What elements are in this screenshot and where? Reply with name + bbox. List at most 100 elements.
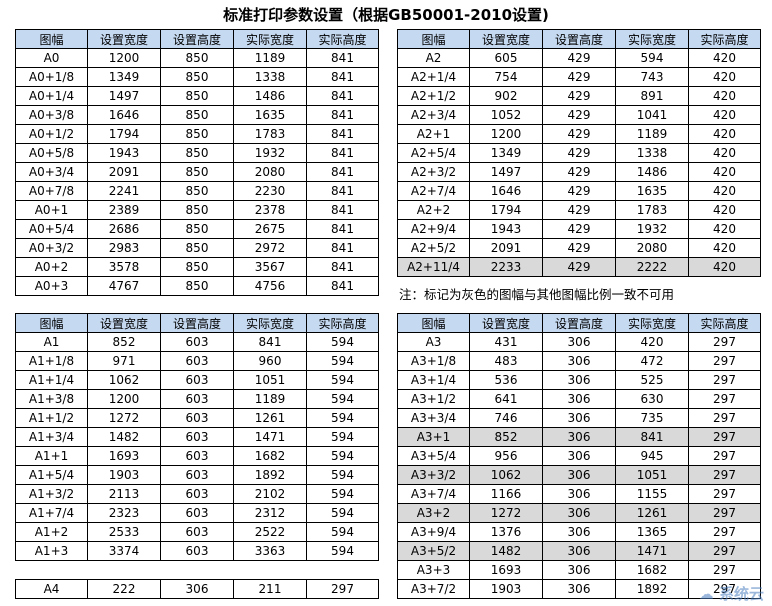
paper-size-cell: A0+3/8 bbox=[15, 105, 88, 125]
value-cell: 594 bbox=[306, 522, 379, 542]
value-cell: 420 bbox=[688, 238, 761, 258]
value-cell: 841 bbox=[306, 48, 379, 68]
value-cell: 603 bbox=[160, 332, 234, 352]
table-row: A0+1 2389 850 2378 841 bbox=[15, 200, 379, 220]
value-cell: 1783 bbox=[615, 200, 689, 220]
value-cell: 420 bbox=[688, 200, 761, 220]
paper-size-cell: A3+3/2 bbox=[397, 465, 470, 485]
value-cell: 1051 bbox=[233, 370, 307, 390]
value-cell: 1471 bbox=[233, 427, 307, 447]
value-cell: 297 bbox=[688, 541, 761, 561]
table-row: A3+3 1693 306 1682 297 bbox=[397, 560, 761, 580]
value-cell: 2323 bbox=[87, 503, 161, 523]
paper-size-cell: A1+1/2 bbox=[15, 408, 88, 428]
value-cell: 297 bbox=[688, 446, 761, 466]
value-cell: 297 bbox=[688, 522, 761, 542]
value-cell: 1903 bbox=[87, 465, 161, 485]
value-cell: 1932 bbox=[615, 219, 689, 239]
value-cell: 1272 bbox=[469, 503, 543, 523]
value-cell: 4767 bbox=[87, 276, 161, 296]
value-cell: 1200 bbox=[469, 124, 543, 144]
value-cell: 1693 bbox=[469, 560, 543, 580]
table-row: A2+1/2 902 429 891 420 bbox=[397, 86, 761, 106]
value-cell: 429 bbox=[542, 181, 616, 201]
value-cell: 841 bbox=[615, 427, 689, 447]
value-cell: 603 bbox=[160, 465, 234, 485]
value-cell: 603 bbox=[160, 389, 234, 409]
column-header: 实际宽度 bbox=[233, 313, 307, 333]
value-cell: 1482 bbox=[87, 427, 161, 447]
value-cell: 594 bbox=[615, 48, 689, 68]
paper-size-cell: A0+3 bbox=[15, 276, 88, 296]
value-cell: 603 bbox=[160, 541, 234, 561]
table-row: A2+7/4 1646 429 1635 420 bbox=[397, 181, 761, 201]
table-row: A3+9/4 1376 306 1365 297 bbox=[397, 522, 761, 542]
table-row: A3+3/4 746 306 735 297 bbox=[397, 408, 761, 428]
paper-size-cell: A2+2 bbox=[397, 200, 470, 220]
table-a0: 图幅 设置宽度 设置高度 实际宽度 实际高度 A0 1200 850 1189 841 A0+1/8… bbox=[15, 29, 379, 296]
value-cell: 1943 bbox=[469, 219, 543, 239]
value-cell: 1189 bbox=[233, 389, 307, 409]
column-header: 图幅 bbox=[397, 29, 470, 49]
value-cell: 472 bbox=[615, 351, 689, 371]
value-cell: 850 bbox=[160, 276, 234, 296]
value-cell: 1189 bbox=[233, 48, 307, 68]
table-row: A1 852 603 841 594 bbox=[15, 332, 379, 352]
paper-size-cell: A3 bbox=[397, 332, 470, 352]
value-cell: 850 bbox=[160, 238, 234, 258]
value-cell: 297 bbox=[688, 503, 761, 523]
value-cell: 2675 bbox=[233, 219, 307, 239]
value-cell: 960 bbox=[233, 351, 307, 371]
value-cell: 2378 bbox=[233, 200, 307, 220]
gray-note: 注：标记为灰色的图幅与其他图幅比例一致不可用 bbox=[399, 287, 675, 302]
table-row: A1+3/8 1200 603 1189 594 bbox=[15, 389, 379, 409]
paper-size-cell: A2+1/4 bbox=[397, 67, 470, 87]
value-cell: 603 bbox=[160, 446, 234, 466]
table-row: A0+3/4 2091 850 2080 841 bbox=[15, 162, 379, 182]
column-header: 设置宽度 bbox=[87, 29, 161, 49]
table-row: A2+1 1200 429 1189 420 bbox=[397, 124, 761, 144]
table-row: A3+7/2 1903 306 1892 297 bbox=[397, 579, 761, 599]
value-cell: 743 bbox=[615, 67, 689, 87]
value-cell: 306 bbox=[542, 446, 616, 466]
value-cell: 1892 bbox=[615, 579, 689, 599]
paper-size-cell: A1+1/8 bbox=[15, 351, 88, 371]
paper-size-cell: A3+1 bbox=[397, 427, 470, 447]
table-row: A4 222 306 211 297 bbox=[15, 579, 379, 599]
table-row: A0+3/8 1646 850 1635 841 bbox=[15, 105, 379, 125]
value-cell: 1486 bbox=[615, 162, 689, 182]
value-cell: 2233 bbox=[469, 257, 543, 277]
value-cell: 841 bbox=[306, 238, 379, 258]
table-a3: 图幅 设置宽度 设置高度 实际宽度 实际高度 A3 431 306 420 297 A3+1/8 48… bbox=[397, 313, 761, 599]
value-cell: 1903 bbox=[469, 579, 543, 599]
value-cell: 1166 bbox=[469, 484, 543, 504]
value-cell: 431 bbox=[469, 332, 543, 352]
value-cell: 605 bbox=[469, 48, 543, 68]
paper-size-cell: A2+1 bbox=[397, 124, 470, 144]
value-cell: 2091 bbox=[87, 162, 161, 182]
value-cell: 841 bbox=[306, 181, 379, 201]
value-cell: 2080 bbox=[233, 162, 307, 182]
value-cell: 420 bbox=[615, 332, 689, 352]
value-cell: 306 bbox=[542, 351, 616, 371]
table-row: A0 1200 850 1189 841 bbox=[15, 48, 379, 68]
value-cell: 1041 bbox=[615, 105, 689, 125]
value-cell: 2102 bbox=[233, 484, 307, 504]
value-cell: 429 bbox=[542, 124, 616, 144]
value-cell: 420 bbox=[688, 219, 761, 239]
value-cell: 3374 bbox=[87, 541, 161, 561]
value-cell: 1338 bbox=[233, 67, 307, 87]
value-cell: 297 bbox=[688, 484, 761, 504]
value-cell: 3567 bbox=[233, 257, 307, 277]
value-cell: 971 bbox=[87, 351, 161, 371]
column-header: 实际宽度 bbox=[615, 313, 689, 333]
value-cell: 1486 bbox=[233, 86, 307, 106]
column-header: 设置高度 bbox=[160, 313, 234, 333]
value-cell: 841 bbox=[306, 257, 379, 277]
paper-size-cell: A2 bbox=[397, 48, 470, 68]
value-cell: 852 bbox=[87, 332, 161, 352]
value-cell: 2113 bbox=[87, 484, 161, 504]
value-cell: 850 bbox=[160, 48, 234, 68]
value-cell: 306 bbox=[542, 579, 616, 599]
column-header: 实际高度 bbox=[688, 29, 761, 49]
